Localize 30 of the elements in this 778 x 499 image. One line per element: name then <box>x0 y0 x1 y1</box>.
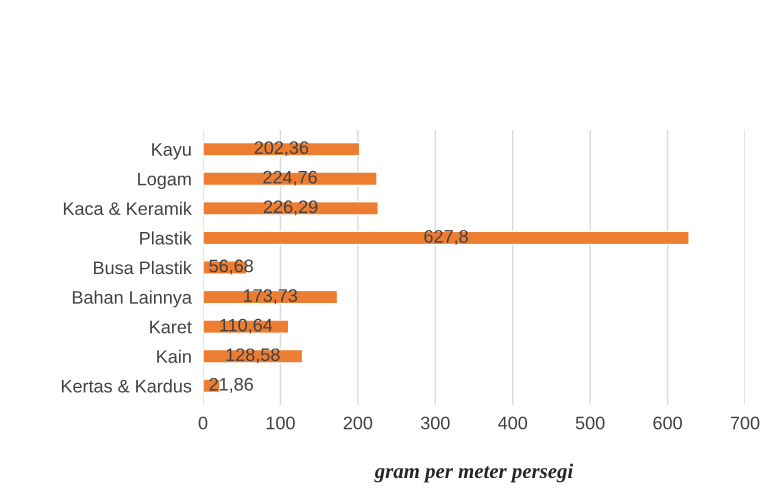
x-tick-label: 400 <box>498 416 528 430</box>
data-label: 110,64 <box>220 318 272 334</box>
x-tick-label: 600 <box>653 416 682 430</box>
data-label: 226,29 <box>264 200 318 216</box>
y-tick-label: Kertas & Kardus <box>62 379 192 393</box>
x-axis-title: gram per meter persegi <box>374 464 574 482</box>
data-label: 224,76 <box>263 170 317 186</box>
bar <box>203 200 379 216</box>
y-tick-label: Busa Plastik <box>94 260 192 274</box>
x-tick-label: 300 <box>420 416 450 430</box>
x-tick-label: 100 <box>266 416 295 430</box>
data-label: 627,8 <box>424 230 468 245</box>
y-tick-label: Logam <box>138 172 191 190</box>
x-tick-label: 500 <box>576 416 604 430</box>
y-tick-label: Kain <box>157 350 191 363</box>
bar <box>203 290 338 304</box>
y-tick-label: Plastik <box>140 231 192 245</box>
bar <box>203 230 690 246</box>
x-tick-label: 700 <box>730 416 760 430</box>
data-label: 173,73 <box>244 289 298 304</box>
y-tick-label: Kaca & Keramik <box>64 202 192 216</box>
y-tick-label: Kayu <box>152 143 191 160</box>
data-label: 128,58 <box>226 348 280 364</box>
data-label: 202,36 <box>254 141 308 156</box>
bar <box>203 142 360 157</box>
y-tick-label: Bahan Lainnya <box>72 290 192 308</box>
x-tick-label: 0 <box>198 416 208 430</box>
bar <box>203 171 378 186</box>
y-tick-label: Karet <box>150 320 192 334</box>
x-tick-label: 200 <box>344 416 372 430</box>
